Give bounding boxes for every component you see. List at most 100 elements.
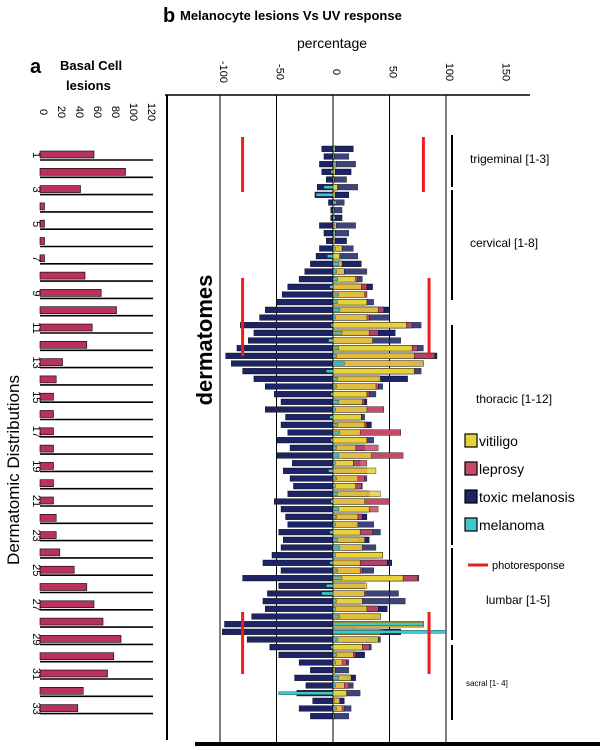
melanocyte-right-bar-vitiligo [332,322,407,329]
melanocyte-bar-melanoma [332,400,339,404]
basal-bar [39,531,57,539]
melanocyte-left-bar [287,521,334,528]
melanocyte-right-bar-vitiligo [332,605,368,612]
basal-category-tick: 19 [30,460,42,472]
melanocyte-left-bar [304,268,334,275]
basal-bar [39,375,57,384]
basal-bar [39,323,93,332]
basal-y-axis-label: Dermatomic Distributions [4,375,23,565]
panel-a-letter: a [30,56,42,78]
melanocyte-right-bar-toxic-melanosis [332,207,343,214]
melanocyte-bar-melanoma [332,308,340,312]
basal-bar [39,202,45,211]
melanocyte-left-bar [305,682,334,689]
melanocyte-left-bar [274,391,334,398]
melanocyte-right-bar-toxic-melanosis [332,176,347,183]
melanocyte-right-bar-vitiligo [332,490,381,497]
melanocyte-left-bar [298,705,334,712]
melanocyte-right-bar-vitiligo [332,337,373,344]
melanocyte-right-bar-vitiligo [332,360,424,367]
melanocyte-left-bar [276,452,334,459]
basal-bar [39,392,54,401]
basal-bar [39,669,108,678]
melanocyte-bar-melanoma [332,614,340,619]
basal-bar [39,340,88,349]
panel-b-letter: b [163,5,175,27]
legend-label-leprosy: leprosy [479,461,524,477]
melanocyte-bars [222,145,447,720]
melanocyte-x-tick: -100 [217,61,229,83]
melanocyte-right-bar-vitiligo [332,559,361,566]
melanocyte-right-bar-vitiligo [332,283,362,290]
melanocyte-bar-melanoma [315,193,334,197]
melanocyte-bar-melanoma [332,446,337,450]
basal-bar [39,427,54,436]
melanocyte-left-bar [319,161,334,168]
melanocyte-bar-melanoma [332,522,336,527]
melanocyte-bar-melanoma [332,354,337,358]
melanocyte-right-bar-vitiligo [332,575,404,582]
basal-bar [39,513,57,522]
melanocyte-bar-melanoma [332,507,339,511]
melanocyte-left-bar [262,598,334,605]
melanocyte-left-bar [310,667,334,674]
melanocyte-bar-melanoma [332,315,336,320]
melanocyte-bar-melanoma [332,346,339,350]
melanocyte-right-bar-vitiligo [332,536,365,543]
melanocyte-left-bar [222,628,334,635]
basal-bar [39,617,104,626]
melanocyte-left-bar [242,368,334,375]
melanocyte-left-bar [265,383,334,390]
basal-bar [39,410,54,418]
melanocyte-right-bar-vitiligo [332,191,336,198]
melanocyte-bar-melanoma [332,361,345,366]
basal-x-tick: 40 [73,106,85,118]
basal-bar [39,600,95,609]
melanocyte-right-bar-toxic-melanosis [332,713,350,720]
basal-bar [39,185,81,193]
melanocyte-right-bar-vitiligo [332,168,336,175]
melanocyte-bar-melanoma [329,415,334,419]
melanocyte-left-bar [251,613,334,620]
basal-bar [39,496,54,505]
region-label: sacral [1- 4] [466,679,508,688]
melanocyte-right-bar-vitiligo [332,483,356,490]
basal-x-tick: 80 [109,106,121,118]
melanocyte-left-bar [253,329,334,336]
melanocyte-left-bar [285,513,334,520]
melanocyte-bar-melanoma [332,714,335,718]
basal-category-tick: 23 [30,529,42,541]
melanocyte-bar-melanoma [326,584,334,588]
melanocyte-left-bar [323,153,334,160]
melanocyte-right-bar-vitiligo [332,529,361,536]
melanocyte-x-tick: 0 [330,69,342,75]
melanocyte-left-bar [310,713,334,720]
melanocyte-bar-melanoma [330,499,334,504]
melanocyte-left-bar [278,582,334,589]
basal-row-lines [40,159,153,715]
region-label: lumbar [1-5] [486,593,550,607]
melanocyte-bar-melanoma [332,147,336,151]
melanocyte-bar-melanoma [332,607,336,611]
melanocyte-left-bar [281,291,334,298]
melanocyte-left-bar [285,414,334,421]
melanocyte-left-bar [271,552,334,559]
melanocyte-right-bar-vitiligo [332,184,338,191]
melanocyte-right-bar-vitiligo [332,253,340,260]
basal-bar [39,565,75,574]
melanocyte-right-bar-vitiligo [332,299,368,306]
melanocyte-bar-melanoma [329,530,334,534]
basal-bar [39,583,88,591]
melanocyte-left-bar [280,567,334,574]
basal-bar [39,271,86,280]
legend-swatch-melanoma [464,517,478,532]
basal-x-ticks: 0 20 40 60 80 100 120 [37,103,157,121]
melanocyte-bar-melanoma [332,660,336,665]
melanocyte-right-bar-vitiligo [332,437,368,444]
melanocyte-left-bar [326,237,334,244]
basal-bar [39,635,122,643]
melanocyte-bar-melanoma [332,568,338,573]
basal-category-tick: 33 [30,702,42,714]
melanocyte-left-bar [269,644,334,651]
